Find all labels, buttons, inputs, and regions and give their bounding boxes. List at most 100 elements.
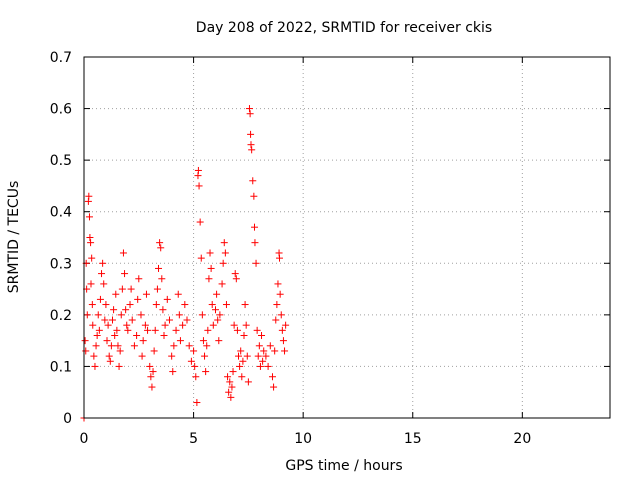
data-point <box>112 290 120 298</box>
data-point <box>126 301 134 309</box>
plot-frame <box>83 56 611 419</box>
data-point <box>266 342 274 350</box>
data-point <box>83 311 91 319</box>
data-point <box>228 383 236 391</box>
data-point <box>232 275 240 283</box>
data-point <box>82 347 90 355</box>
x-tick-label: 5 <box>189 431 198 447</box>
data-point <box>181 301 189 309</box>
axis-ticks <box>83 56 610 419</box>
data-point <box>158 275 166 283</box>
data-point <box>122 306 130 314</box>
data-point <box>256 362 264 370</box>
y-tick-label: 0.3 <box>50 256 72 272</box>
data-point <box>106 357 114 365</box>
data-point <box>270 383 278 391</box>
data-point <box>94 311 102 319</box>
data-point <box>152 301 160 309</box>
data-point <box>141 321 149 329</box>
data-point <box>253 326 261 334</box>
data-point <box>206 249 214 257</box>
data-point <box>119 249 127 257</box>
data-point <box>90 352 98 360</box>
data-point <box>187 357 195 365</box>
data-point <box>252 259 260 267</box>
data-point <box>238 373 246 381</box>
data-point <box>147 373 155 381</box>
data-point <box>260 347 268 355</box>
data-point <box>102 301 110 309</box>
data-point <box>176 337 184 345</box>
data-point <box>124 326 132 334</box>
data-point <box>248 146 256 154</box>
data-point <box>163 295 171 303</box>
data-point <box>85 192 93 200</box>
data-point <box>121 270 129 278</box>
data-point <box>135 275 143 283</box>
data-point <box>155 264 163 272</box>
x-axis-label: GPS time / hours <box>285 458 402 474</box>
data-point <box>251 223 259 231</box>
data-point <box>103 337 111 345</box>
data-point <box>139 337 147 345</box>
data-point <box>156 239 164 247</box>
data-point <box>165 316 173 324</box>
data-point <box>218 280 226 288</box>
y-tick-label: 0.7 <box>50 50 72 66</box>
y-tick-label: 0 <box>63 411 72 427</box>
data-point <box>272 316 280 324</box>
data-point <box>191 362 199 370</box>
data-point <box>160 331 168 339</box>
data-point <box>216 311 224 319</box>
data-point <box>172 326 180 334</box>
data-point <box>88 301 96 309</box>
data-point <box>138 352 146 360</box>
data-point <box>254 352 262 360</box>
data-point <box>108 316 116 324</box>
data-point <box>142 290 150 298</box>
data-point <box>175 311 183 319</box>
data-point <box>207 264 215 272</box>
data-point <box>81 337 89 345</box>
data-point <box>258 331 266 339</box>
data-point <box>233 326 241 334</box>
data-point <box>209 321 217 329</box>
data-point <box>95 326 103 334</box>
data-point <box>111 331 119 339</box>
data-point <box>230 321 238 329</box>
data-point <box>247 141 255 149</box>
data-point <box>89 321 97 329</box>
data-point <box>194 166 202 174</box>
data-point <box>235 352 243 360</box>
x-tick-label: 15 <box>404 431 422 447</box>
data-point <box>275 254 283 262</box>
data-point <box>159 306 167 314</box>
data-point <box>195 182 203 190</box>
data-point <box>151 326 159 334</box>
data-point <box>91 362 99 370</box>
data-point <box>174 290 182 298</box>
data-point <box>114 342 122 350</box>
data-point <box>277 311 285 319</box>
data-point <box>149 368 157 376</box>
data-point <box>249 177 257 185</box>
data-point <box>110 306 118 314</box>
data-point <box>98 270 106 278</box>
data-point <box>212 306 219 314</box>
data-point <box>170 342 178 350</box>
data-point <box>192 373 200 381</box>
data-point <box>281 347 289 355</box>
data-point <box>193 399 201 407</box>
y-tick-labels: 0 0.1 0.2 0.3 0.4 0.5 0.6 0.7 <box>50 50 72 427</box>
x-tick-label: 10 <box>294 431 312 447</box>
data-point <box>137 311 145 319</box>
data-point <box>133 331 141 339</box>
data-point <box>201 352 209 360</box>
data-point <box>105 352 113 360</box>
data-points <box>80 105 290 422</box>
data-point <box>96 295 104 303</box>
data-point <box>100 280 108 288</box>
data-point <box>85 213 93 221</box>
data-point <box>144 326 152 334</box>
